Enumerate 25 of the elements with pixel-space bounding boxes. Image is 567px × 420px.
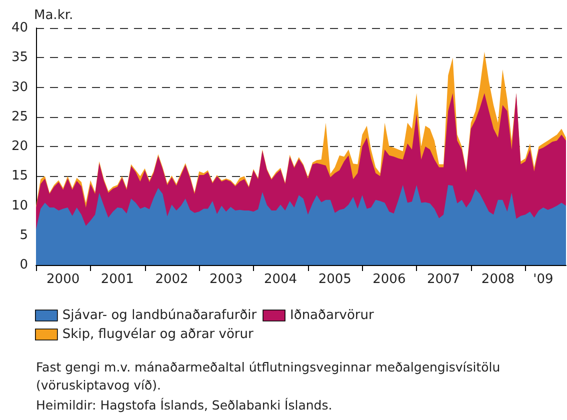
x-tick-label: 2004 [264, 272, 298, 287]
x-tick-label: 2008 [481, 272, 515, 287]
y-tick-label: 25 [11, 109, 28, 124]
text: Heimildir: Hagstofa Íslands, Seðlabanki Íslands. [36, 398, 332, 412]
legend-label: Skip, flugvélar og aðrar vörur [62, 327, 254, 342]
y-tick-label: 20 [11, 139, 28, 154]
x-tick-label: 2006 [372, 272, 406, 287]
x-tick-label: 2007 [426, 272, 460, 287]
x-tick-label: 2000 [46, 272, 80, 287]
legend-label: Sjávar- og landbúnaðarafurðir [62, 308, 258, 323]
text: Fast gengi m.v. mánaðarmeðaltal útflutningsveginnar meðalgengisvísitölu (vöruskiptavog víð). [36, 360, 504, 392]
y-tick-label: 10 [11, 198, 28, 214]
y-tick-label: 0 [20, 258, 28, 272]
y-tick-label: 5 [20, 228, 28, 243]
y-tick-label: 40 [11, 20, 28, 36]
y-axis-title: Ma.kr. [34, 8, 74, 23]
y-tick-label: 35 [11, 50, 28, 66]
y-tick-label: 30 [11, 80, 28, 95]
x-tick-label: 2005 [318, 272, 352, 287]
y-tick-label: 15 [11, 168, 28, 184]
x-tick-label: 2002 [155, 272, 188, 287]
legend-label: Iðnaðarvörur [290, 308, 375, 323]
x-tick-label: '09 [533, 272, 554, 287]
x-tick-label: 2001 [100, 272, 134, 287]
x-tick-label: 2003 [210, 272, 243, 287]
